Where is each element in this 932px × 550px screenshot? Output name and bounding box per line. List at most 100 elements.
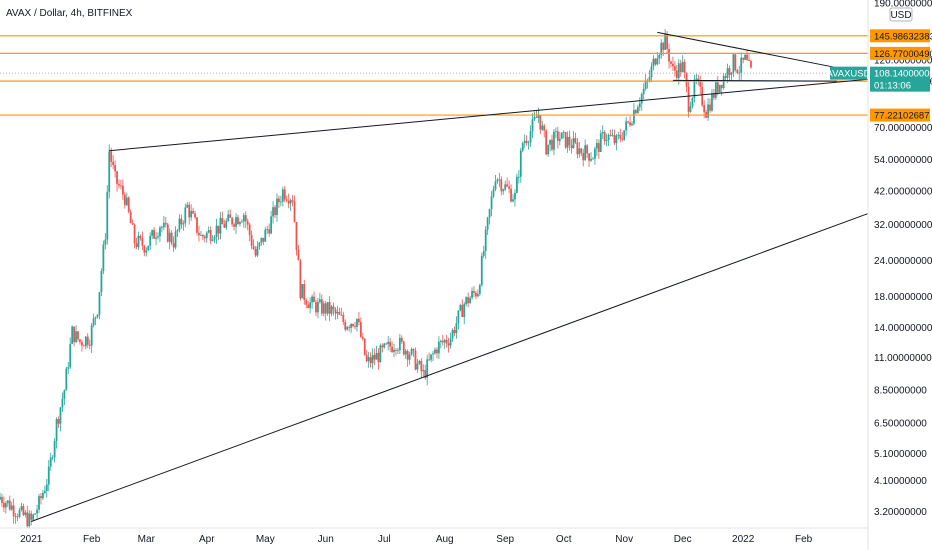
candle-body xyxy=(510,188,512,202)
time-tick-label: Dec xyxy=(674,534,692,545)
candle-body xyxy=(611,135,614,136)
candle-body xyxy=(445,339,448,344)
candle-body xyxy=(555,131,557,133)
price-tick-label: 24.00000000 xyxy=(874,256,932,267)
candle-body xyxy=(451,329,454,339)
candle-body xyxy=(531,119,534,132)
candle-body xyxy=(564,132,567,148)
trendline xyxy=(109,78,869,152)
candle-body xyxy=(414,350,417,370)
candle-body xyxy=(551,139,553,150)
candle-body xyxy=(223,224,226,228)
candle-body xyxy=(190,210,193,218)
candle-body xyxy=(482,251,485,256)
candle-body xyxy=(361,336,364,339)
candle-body xyxy=(42,492,44,499)
candle-body xyxy=(82,345,85,347)
candle-body xyxy=(16,516,19,518)
candle-body xyxy=(186,204,189,208)
candle-body xyxy=(562,132,565,133)
candle-body xyxy=(720,84,723,89)
last-price-countdown: 01:13:06 xyxy=(874,81,911,92)
candle-body xyxy=(365,354,368,362)
candle-body xyxy=(588,153,590,161)
candle-body xyxy=(98,292,101,315)
price-tick-label: 32.00000000 xyxy=(874,220,932,231)
candle-body xyxy=(398,337,401,351)
candle-body xyxy=(736,70,739,73)
candle-body xyxy=(248,224,251,236)
candle-body xyxy=(164,222,167,225)
candle-body xyxy=(480,255,483,286)
candle-body xyxy=(262,237,265,242)
candle-body xyxy=(22,506,25,515)
candle-body xyxy=(504,184,507,190)
candle-body xyxy=(201,235,204,237)
candle-body xyxy=(344,322,347,330)
candle-body xyxy=(309,302,312,309)
candle-body xyxy=(252,245,255,250)
candle-body xyxy=(155,237,157,239)
candle-body xyxy=(718,84,721,93)
candle-body xyxy=(492,189,495,197)
candle-body xyxy=(209,230,212,241)
candle-body xyxy=(330,306,333,314)
candle-body xyxy=(496,179,499,182)
candle-body xyxy=(730,72,733,75)
candle-body xyxy=(153,230,155,239)
candle-body xyxy=(543,125,546,131)
candle-body xyxy=(375,352,378,360)
candle-body xyxy=(506,184,509,187)
price-tick-label: 5.10000000 xyxy=(874,449,927,460)
trendlines-layer xyxy=(31,31,869,522)
horizontal-levels-layer xyxy=(0,35,868,116)
candle-body xyxy=(437,341,440,354)
candle-body xyxy=(283,189,286,200)
candle-body xyxy=(4,503,7,508)
candle-body xyxy=(77,331,79,340)
candle-body xyxy=(170,232,173,243)
candle-body xyxy=(131,223,134,225)
candle-body xyxy=(586,145,589,154)
candle-body xyxy=(114,165,116,172)
candle-body xyxy=(69,343,72,368)
candle-body xyxy=(260,237,263,243)
time-axis[interactable]: 2021 Feb Mar Apr May Jun Jul Aug Sep Oct Nov Dec 202… xyxy=(20,534,813,545)
candle-body xyxy=(285,199,288,201)
candle-body xyxy=(617,134,620,136)
candle-body xyxy=(527,142,530,144)
candle-body xyxy=(244,215,247,222)
candle-body xyxy=(108,151,111,192)
candle-body xyxy=(352,323,354,327)
candle-body xyxy=(383,343,386,348)
time-tick-label: Jul xyxy=(378,534,391,545)
candle-body xyxy=(200,235,202,236)
candle-body xyxy=(53,441,56,458)
currency-badge[interactable] xyxy=(889,7,913,22)
price-axis[interactable]: 190.00000000 120.00000000 70.00000000 54.00… xyxy=(874,0,932,518)
candle-body xyxy=(6,500,9,504)
candle-body xyxy=(287,200,290,204)
candle-body xyxy=(338,311,341,315)
candle-body xyxy=(90,325,93,346)
candle-body xyxy=(203,236,206,239)
level-price-tag-label: 126.77000490 xyxy=(874,49,932,60)
candle-body xyxy=(1,496,3,503)
candle-body xyxy=(707,104,709,118)
candle-body xyxy=(149,235,152,246)
price-tick-label: 120.00000000 xyxy=(874,56,932,67)
candle-body xyxy=(402,341,405,355)
trendline xyxy=(31,213,869,522)
candle-body xyxy=(160,227,163,229)
candle-body xyxy=(634,110,637,114)
candle-body xyxy=(400,337,403,342)
candle-body xyxy=(92,318,95,326)
candle-body xyxy=(233,224,235,227)
candle-body xyxy=(303,284,306,301)
candle-body xyxy=(469,297,471,304)
candle-body xyxy=(67,367,70,369)
candle-body xyxy=(49,457,52,467)
candle-body xyxy=(143,245,146,253)
